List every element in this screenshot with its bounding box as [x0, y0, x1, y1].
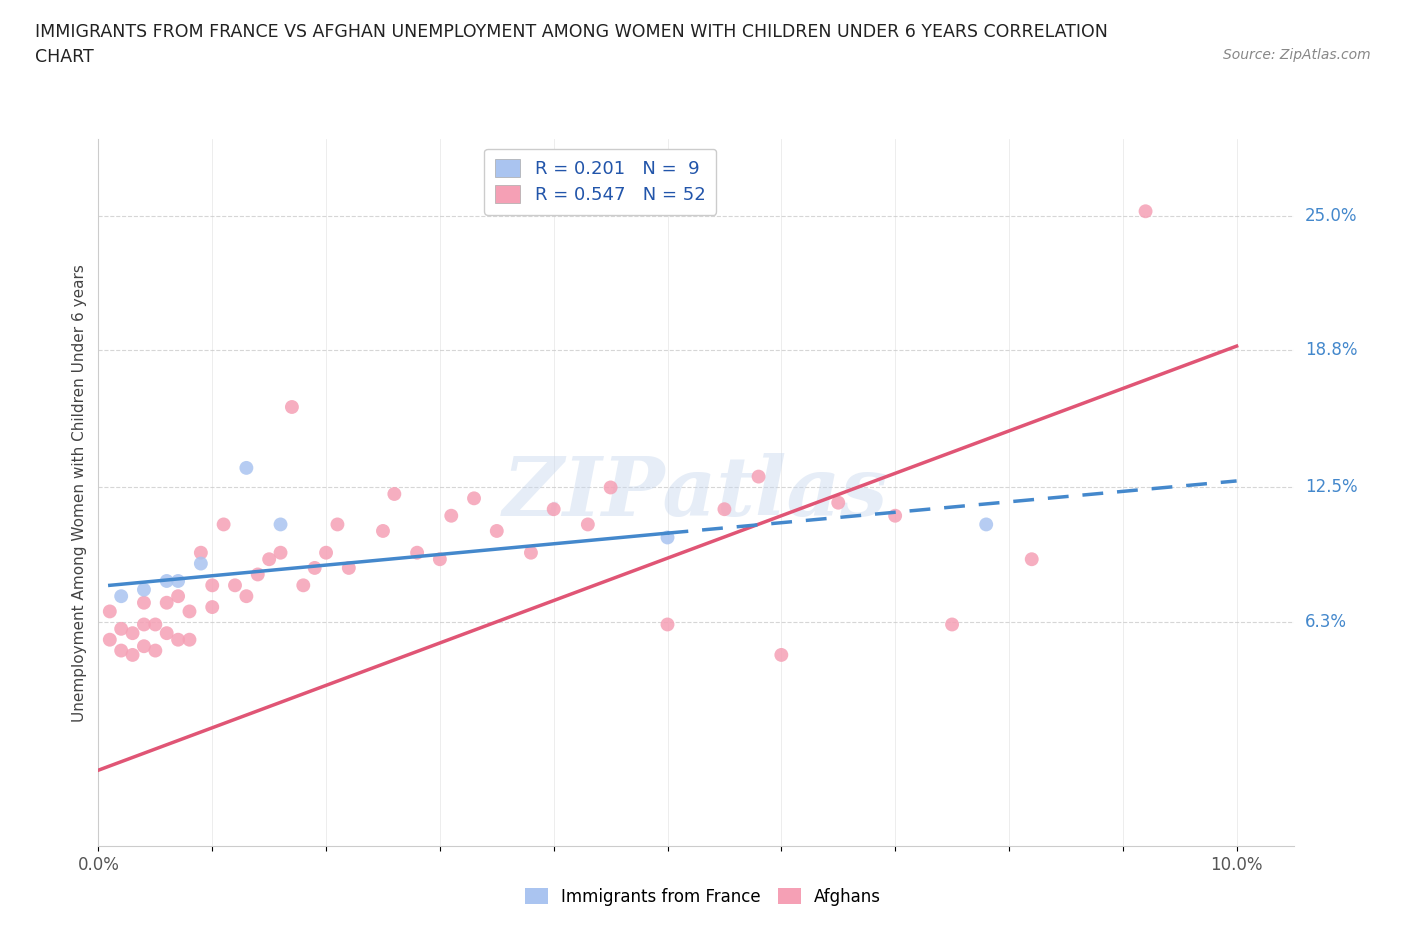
Text: 12.5%: 12.5%	[1305, 478, 1357, 497]
Point	[576, 517, 599, 532]
Point	[132, 617, 155, 631]
Point	[599, 480, 621, 495]
Point	[281, 400, 304, 415]
Y-axis label: Unemployment Among Women with Children Under 6 years: Unemployment Among Women with Children U…	[72, 264, 87, 722]
Point	[224, 578, 246, 592]
Point	[315, 545, 337, 560]
Point	[406, 545, 429, 560]
Point	[941, 617, 963, 631]
Point	[827, 496, 849, 511]
Point	[371, 524, 394, 538]
Point	[292, 578, 315, 592]
Point	[132, 595, 155, 610]
Text: ZIPatlas: ZIPatlas	[503, 453, 889, 533]
Point	[1021, 551, 1043, 566]
Point	[1135, 204, 1157, 219]
Text: 18.8%: 18.8%	[1305, 341, 1357, 360]
Point	[98, 604, 121, 618]
Point	[179, 632, 201, 647]
Point	[235, 589, 257, 604]
Point	[201, 600, 224, 615]
Point	[657, 617, 679, 631]
Point	[98, 632, 121, 647]
Point	[270, 545, 292, 560]
Point	[121, 647, 143, 662]
Point	[110, 621, 132, 636]
Text: CHART: CHART	[35, 48, 94, 66]
Point	[179, 604, 201, 618]
Point	[143, 617, 166, 631]
Point	[326, 517, 349, 532]
Point	[884, 509, 907, 524]
Point	[748, 469, 770, 484]
Point	[143, 644, 166, 658]
Point	[235, 460, 257, 475]
Point	[713, 502, 735, 517]
Point	[520, 545, 543, 560]
Point	[257, 551, 280, 566]
Point	[156, 626, 179, 641]
Point	[485, 524, 508, 538]
Point	[190, 556, 212, 571]
Point	[132, 582, 155, 597]
Point	[382, 486, 405, 501]
Point	[167, 574, 190, 589]
Point	[167, 589, 190, 604]
Point	[110, 589, 132, 604]
Point	[304, 561, 326, 576]
Point	[463, 491, 485, 506]
Point	[132, 639, 155, 654]
Text: Source: ZipAtlas.com: Source: ZipAtlas.com	[1223, 48, 1371, 62]
Text: IMMIGRANTS FROM FRANCE VS AFGHAN UNEMPLOYMENT AMONG WOMEN WITH CHILDREN UNDER 6 : IMMIGRANTS FROM FRANCE VS AFGHAN UNEMPLO…	[35, 23, 1108, 41]
Point	[246, 567, 269, 582]
Legend: R = 0.201   N =  9, R = 0.547   N = 52: R = 0.201 N = 9, R = 0.547 N = 52	[484, 149, 717, 215]
Legend: Immigrants from France, Afghans: Immigrants from France, Afghans	[517, 881, 889, 912]
Point	[110, 644, 132, 658]
Point	[190, 545, 212, 560]
Point	[770, 647, 793, 662]
Text: 25.0%: 25.0%	[1305, 206, 1357, 225]
Point	[121, 626, 143, 641]
Point	[156, 574, 179, 589]
Point	[543, 502, 565, 517]
Point	[337, 561, 360, 576]
Point	[270, 517, 292, 532]
Point	[167, 632, 190, 647]
Text: 6.3%: 6.3%	[1305, 613, 1347, 631]
Point	[201, 578, 224, 592]
Point	[974, 517, 997, 532]
Point	[156, 595, 179, 610]
Point	[440, 509, 463, 524]
Point	[212, 517, 235, 532]
Point	[429, 551, 451, 566]
Point	[657, 530, 679, 545]
